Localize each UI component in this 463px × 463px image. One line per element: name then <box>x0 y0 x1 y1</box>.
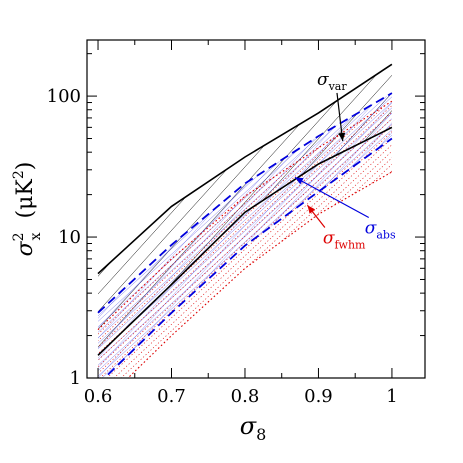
y-tick-label: 10 <box>58 227 81 248</box>
x-tick-label: 0.6 <box>84 386 113 407</box>
lines-layer <box>97 63 393 378</box>
plot-frame <box>86 39 426 379</box>
ticks-layer: 0.6 0.7 0.8 0.9 1 1 10 100 <box>47 40 425 407</box>
x-tick-label: 0.9 <box>304 386 333 407</box>
y-axis-label-superscript: 2 <box>11 232 27 241</box>
abs-upper-line <box>97 92 393 314</box>
abs-arrow <box>294 176 370 219</box>
fwhm-lower-line <box>127 171 393 378</box>
y-tick-label: 1 <box>70 368 81 389</box>
fwhm-upper-line <box>97 100 393 331</box>
center-line <box>97 126 393 356</box>
var-arrow <box>336 92 346 142</box>
y-tick-label: 100 <box>47 86 81 107</box>
var-upper-line <box>97 63 393 275</box>
y-axis-label: σ2x(μK2) <box>11 162 44 257</box>
x-tick-label: 0.8 <box>231 386 260 407</box>
var-annotation: σvar <box>317 70 347 93</box>
abs-lower-line <box>103 137 393 378</box>
x-axis-label: σ8 <box>240 412 267 444</box>
fwhm-arrow <box>306 204 326 228</box>
axes-layer <box>86 39 426 379</box>
x-tick-label: 1 <box>386 386 397 407</box>
y-axis-unit: (μK <box>13 179 38 219</box>
y-axis-unit-superscript: 2 <box>11 170 27 179</box>
x-axis-label-subscript: 8 <box>256 425 266 444</box>
y-axis-label-subscript: x <box>28 232 44 240</box>
abs-annotation: σabs <box>365 218 396 241</box>
y-axis-unit-close: ) <box>13 162 38 171</box>
x-tick-label: 0.7 <box>157 386 186 407</box>
fwhm-annotation: σfwhm <box>323 228 366 251</box>
